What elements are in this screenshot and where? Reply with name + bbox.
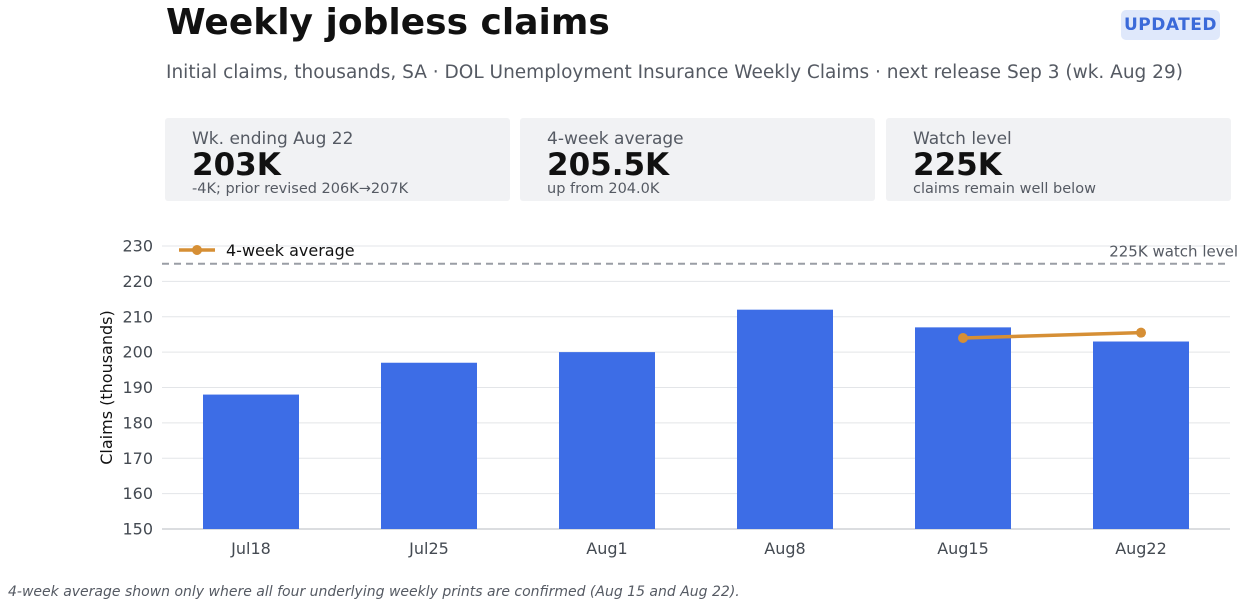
stat-card-value: 203K <box>192 147 281 183</box>
legend-label: 4-week average <box>226 241 355 260</box>
four-week-average-point <box>958 332 968 343</box>
stat-card-label: Watch level <box>913 129 1012 149</box>
page-title: Weekly jobless claims <box>166 2 610 43</box>
stat-card-note: claims remain well below <box>913 181 1096 197</box>
bar-aug8 <box>737 309 833 529</box>
y-tick-label: 160 <box>122 484 153 503</box>
bar-aug15 <box>915 327 1011 529</box>
y-tick-label: 220 <box>122 272 153 291</box>
bar-jul18 <box>203 394 299 529</box>
stat-card-watch-level: Watch level 225K claims remain well belo… <box>886 118 1231 201</box>
stat-card-value: 225K <box>913 147 1002 183</box>
y-tick-label: 150 <box>122 520 153 539</box>
stat-card-note: up from 204.0K <box>547 181 660 197</box>
page-subtitle: Initial claims, thousands, SA · DOL Unem… <box>166 62 1183 83</box>
y-axis-label: Claims (thousands) <box>97 310 116 464</box>
y-tick-label: 170 <box>122 449 153 468</box>
status-badge: UPDATED <box>1121 10 1220 40</box>
stat-card-four-week-average: 4-week average 205.5K up from 204.0K <box>520 118 875 201</box>
four-week-average-line <box>962 330 1142 340</box>
stat-card-latest-week: Wk. ending Aug 22 203K -4K; prior revise… <box>165 118 510 201</box>
y-tick-label: 200 <box>122 343 153 362</box>
y-tick-label: 210 <box>122 307 153 326</box>
bar-jul25 <box>381 362 477 529</box>
stat-card-note: -4K; prior revised 206K→207K <box>192 181 409 197</box>
stat-card-label: 4-week average <box>547 129 684 149</box>
x-tick-label: Aug22 <box>1115 539 1167 558</box>
stat-card-value: 205.5K <box>547 147 670 183</box>
claims-chart: 150 160 170 180 190 200 210 220 230 Claims (thous… <box>97 237 1238 559</box>
stat-card-label: Wk. ending Aug 22 <box>192 129 354 149</box>
x-tick-label: Aug1 <box>586 539 627 558</box>
four-week-average-point <box>1136 327 1146 338</box>
x-tick-label: Aug15 <box>937 539 989 558</box>
y-tick-label: 190 <box>122 378 153 397</box>
y-tick-label: 230 <box>122 237 153 256</box>
watch-level-label: 225K watch level <box>1109 243 1238 261</box>
footnote: 4-week average shown only where all four… <box>8 584 740 600</box>
legend-marker <box>192 245 202 255</box>
bar-aug1 <box>559 352 655 529</box>
y-tick-label: 180 <box>122 413 153 432</box>
x-tick-label: Jul25 <box>408 539 449 558</box>
bar-aug22 <box>1093 341 1189 529</box>
x-tick-label: Aug8 <box>764 539 805 558</box>
x-tick-label: Jul18 <box>230 539 271 558</box>
